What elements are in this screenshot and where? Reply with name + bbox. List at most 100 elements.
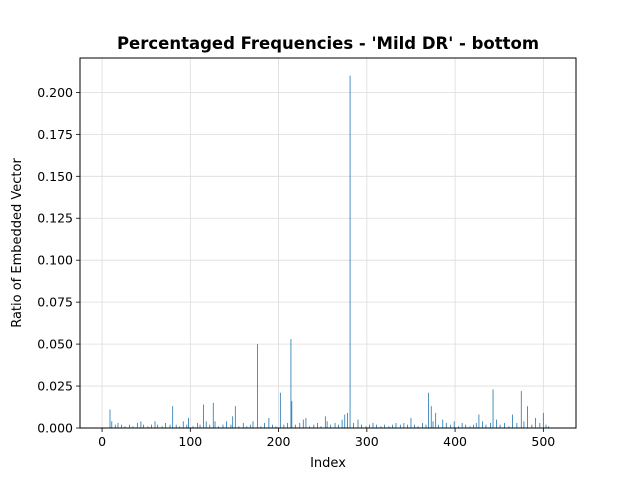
bar	[238, 426, 240, 428]
bar	[242, 422, 244, 428]
bar	[548, 426, 550, 428]
bar	[399, 424, 401, 428]
bar	[140, 421, 142, 428]
bar	[410, 417, 412, 428]
bar	[249, 424, 251, 428]
bar	[283, 424, 285, 428]
bar	[428, 392, 430, 428]
bar	[361, 424, 362, 428]
x-axis-label: Index	[310, 456, 346, 471]
bar	[338, 424, 339, 428]
bar	[175, 424, 177, 428]
bar	[499, 424, 501, 428]
bar	[264, 422, 265, 428]
bar	[475, 422, 477, 428]
bar	[188, 417, 189, 428]
bar	[157, 424, 159, 428]
y-tick-label: 0.200	[37, 85, 73, 100]
bar	[392, 424, 393, 428]
bar	[317, 422, 318, 428]
bar	[309, 426, 310, 428]
x-tick-label: 200	[267, 434, 291, 449]
bar	[414, 424, 415, 428]
bar	[504, 422, 505, 428]
bar	[523, 421, 525, 428]
bar	[147, 426, 149, 428]
bar	[212, 402, 214, 428]
bar	[357, 419, 359, 428]
bar	[182, 421, 184, 428]
bar	[458, 426, 460, 428]
x-tick-label: 100	[178, 434, 202, 449]
bar	[313, 424, 315, 428]
bar	[222, 424, 224, 428]
bar	[442, 419, 444, 428]
bar	[271, 424, 273, 428]
bar	[154, 421, 156, 428]
bar	[445, 422, 447, 428]
bar	[205, 421, 207, 428]
bar	[372, 422, 374, 428]
y-tick-label: 0.100	[37, 253, 73, 268]
y-tick-label: 0.175	[37, 127, 73, 142]
bar	[425, 424, 427, 428]
bar	[246, 426, 248, 428]
x-tick-label: 500	[531, 434, 555, 449]
bar	[294, 424, 296, 428]
bar	[545, 424, 547, 428]
bar	[535, 417, 536, 428]
bar	[324, 416, 326, 428]
bar	[111, 421, 113, 428]
bar	[508, 426, 510, 428]
y-tick-label: 0.125	[37, 211, 73, 226]
bar	[230, 424, 232, 428]
bar	[430, 406, 432, 428]
x-tick-label: 300	[355, 434, 379, 449]
bar	[334, 422, 336, 428]
bar	[192, 426, 194, 428]
bar	[496, 419, 497, 428]
bar	[121, 424, 122, 428]
bar	[143, 424, 144, 428]
bar	[435, 412, 437, 428]
chart-title: Percentaged Frequencies - 'Mild DR' - bo…	[117, 34, 539, 53]
y-tick-label: 0.150	[37, 169, 73, 184]
bar	[376, 424, 377, 428]
bar	[341, 419, 343, 428]
bar	[516, 422, 518, 428]
bar	[542, 412, 544, 428]
bar	[252, 421, 254, 428]
bar	[172, 406, 174, 428]
y-tick-label: 0.000	[37, 421, 73, 436]
bar	[199, 424, 201, 428]
bar	[388, 426, 390, 428]
bar	[275, 426, 277, 428]
bar	[302, 419, 304, 428]
bars	[109, 75, 550, 428]
bar	[384, 424, 385, 428]
bar	[234, 406, 236, 428]
bar	[417, 426, 419, 428]
bar	[403, 422, 405, 428]
bar	[256, 344, 258, 428]
y-axis-label: Ratio of Embedded Vector	[10, 158, 25, 328]
bar	[161, 426, 163, 428]
bar	[214, 421, 216, 428]
bar	[461, 422, 463, 428]
bar	[287, 422, 288, 428]
bar	[320, 426, 322, 428]
bar	[531, 424, 533, 428]
x-axis-ticks: 0 100 200 300 400 500	[98, 428, 555, 449]
bar	[395, 422, 397, 428]
bar	[473, 424, 475, 428]
bar	[453, 421, 455, 428]
bar	[437, 424, 439, 428]
y-tick-label: 0.075	[37, 295, 73, 310]
bar	[469, 426, 471, 428]
bar	[260, 426, 262, 428]
bar	[353, 422, 354, 428]
bar	[485, 424, 487, 428]
bar	[151, 424, 152, 428]
